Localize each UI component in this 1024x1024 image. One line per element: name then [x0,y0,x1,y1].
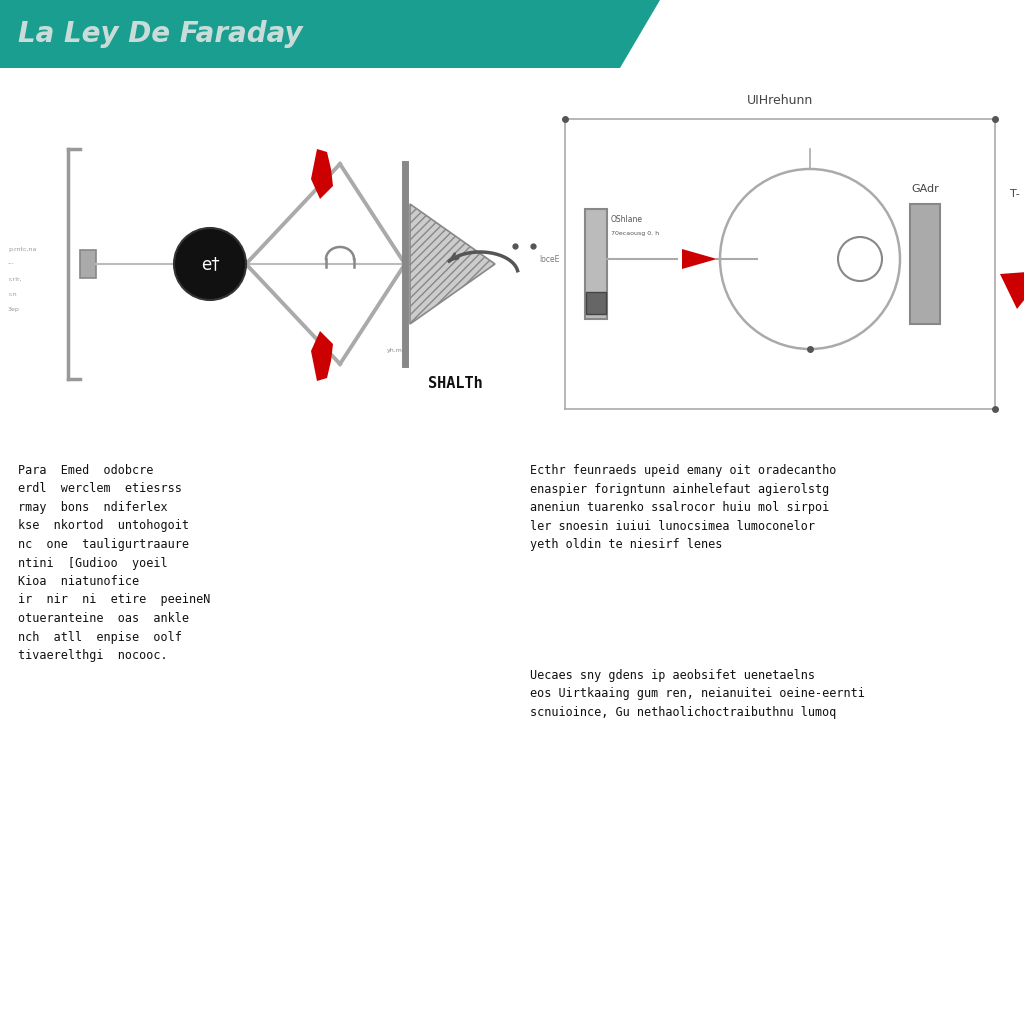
Bar [910,204,940,324]
Text: Para  Emed  odobcre
erdl  werclem  etiesrss
rmay  bons  ndiferlex
kse  nkortod  : Para Emed odobcre erdl werclem etiesrss … [18,464,210,662]
Polygon shape [311,150,333,199]
Text: OShlane: OShlane [611,214,643,223]
Text: yh.mm: yh.mm [387,348,409,353]
Text: e†: e† [201,255,219,273]
Text: SHALTh: SHALTh [428,377,482,391]
Polygon shape [1000,272,1024,309]
Text: r,rlr,: r,rlr, [8,276,22,282]
Text: p,rntc,na: p,rntc,na [8,247,37,252]
Polygon shape [311,331,333,381]
Bar [586,292,606,314]
Text: Ecthr feunraeds upeid emany oit oradecantho
enaspier forigntunn ainhelefaut agie: Ecthr feunraeds upeid emany oit oradecan… [530,464,837,551]
Text: T-: T- [1010,189,1020,199]
Text: GAdr: GAdr [911,184,939,194]
Text: UIHrehunn: UIHrehunn [746,94,813,108]
Circle shape [174,228,246,300]
Text: Uecaes sny gdens ip aeobsifet uenetaelns
eos Uirtkaaing gum ren, neianuitei oein: Uecaes sny gdens ip aeobsifet uenetaelns… [530,669,865,719]
Text: 70ecaousg 0. h: 70ecaousg 0. h [611,231,659,237]
Polygon shape [410,204,495,324]
Polygon shape [682,249,717,269]
Bar [585,209,607,319]
Text: 3ep: 3ep [8,306,19,311]
Text: La Ley De Faraday: La Ley De Faraday [18,20,303,48]
Text: loceE: loceE [540,255,560,263]
Polygon shape [0,0,660,68]
Text: r,n: r,n [8,292,16,297]
Text: ---: --- [8,261,14,266]
Bar [80,250,96,278]
